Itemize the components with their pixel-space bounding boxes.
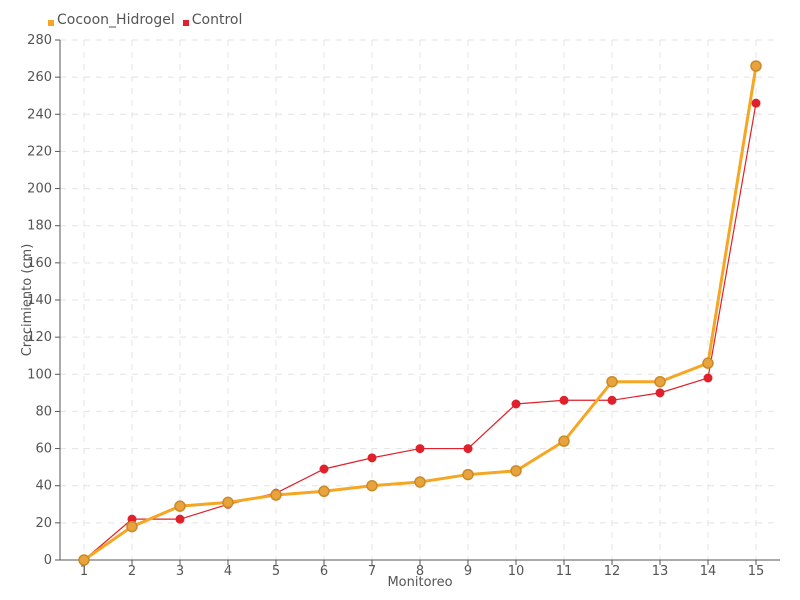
x-tick-label: 9	[464, 564, 472, 579]
legend-label-control: Control	[191, 12, 243, 28]
y-tick-label: 0	[44, 553, 52, 568]
y-tick-label: 280	[27, 33, 52, 48]
y-tick-label: 200	[27, 182, 52, 197]
data-point-cocoon-hidrogel	[174, 500, 186, 512]
x-tick-label: 8	[416, 564, 424, 579]
x-tick-label: 11	[556, 564, 573, 579]
data-point-control	[559, 395, 569, 405]
x-tick-label: 2	[128, 564, 136, 579]
y-tick-label: 100	[27, 367, 52, 382]
legend-swatch-control	[182, 19, 189, 26]
data-point-cocoon-hidrogel	[654, 375, 666, 388]
x-tick-label: 14	[700, 564, 717, 579]
data-point-control	[319, 464, 329, 474]
data-point-cocoon-hidrogel	[78, 554, 90, 566]
data-point-cocoon-hidrogel	[558, 435, 570, 447]
y-tick-label: 60	[35, 442, 52, 457]
data-point-control	[415, 444, 425, 454]
legend: Cocoon_Hidrogel Control	[48, 12, 242, 28]
x-axis-title: Monitoreo	[387, 575, 452, 590]
y-axis-title: Crecimiento (cm)	[20, 244, 35, 357]
y-tick-label: 120	[27, 330, 52, 345]
x-tick-label: 6	[320, 564, 328, 579]
data-point-cocoon-hidrogel	[462, 468, 474, 481]
x-tick-label: 7	[368, 564, 376, 579]
y-tick-label: 260	[27, 70, 52, 85]
data-point-control	[463, 444, 473, 454]
axes: 0 20 40 60 80 100 120 140 160 180 200 220 240 260 280 1…	[27, 33, 780, 579]
data-point-cocoon-hidrogel	[606, 375, 618, 388]
data-point-cocoon-hidrogel	[270, 489, 282, 501]
x-tick-label: 3	[176, 564, 184, 579]
x-tick-label: 13	[652, 564, 669, 579]
y-tick-label: 20	[35, 516, 52, 531]
x-tick-label: 4	[224, 564, 232, 579]
data-point-cocoon-hidrogel	[750, 60, 762, 72]
data-point-cocoon-hidrogel	[510, 465, 522, 477]
x-tick-label: 12	[604, 564, 621, 579]
legend-swatch-cocoon-hidrogel	[48, 19, 54, 26]
data-point-control	[655, 388, 665, 398]
y-tick-label: 140	[27, 293, 52, 308]
x-tick-label: 15	[748, 564, 765, 579]
y-tick-label: 80	[35, 404, 52, 419]
legend-item-cocoon-hidrogel[interactable]: Cocoon_Hidrogel	[48, 12, 175, 28]
y-tick-label: 40	[35, 479, 52, 494]
data-point-control	[751, 98, 761, 108]
data-point-cocoon-hidrogel	[414, 476, 426, 488]
legend-label-cocoon-hidrogel: Cocoon_Hidrogel	[57, 12, 175, 28]
data-point-cocoon-hidrogel	[126, 520, 138, 533]
data-point-control	[175, 514, 185, 524]
data-point-control	[607, 395, 617, 405]
y-tick-label: 160	[27, 256, 52, 271]
x-tick-label: 5	[272, 564, 280, 579]
data-point-control	[367, 453, 377, 463]
data-point-control	[511, 399, 521, 409]
x-tick-label: 10	[508, 564, 525, 579]
data-point-cocoon-hidrogel	[366, 479, 378, 492]
data-point-control	[703, 373, 713, 383]
y-tick-label: 240	[27, 107, 52, 122]
data-point-cocoon-hidrogel	[222, 496, 234, 509]
data-point-cocoon-hidrogel	[318, 485, 330, 498]
x-tick-label: 1	[80, 564, 88, 579]
y-tick-label: 220	[27, 144, 52, 159]
data-point-cocoon-hidrogel	[702, 357, 714, 369]
series-group	[78, 60, 762, 566]
legend-item-control[interactable]: Control	[182, 12, 243, 28]
y-tick-label: 180	[27, 219, 52, 234]
